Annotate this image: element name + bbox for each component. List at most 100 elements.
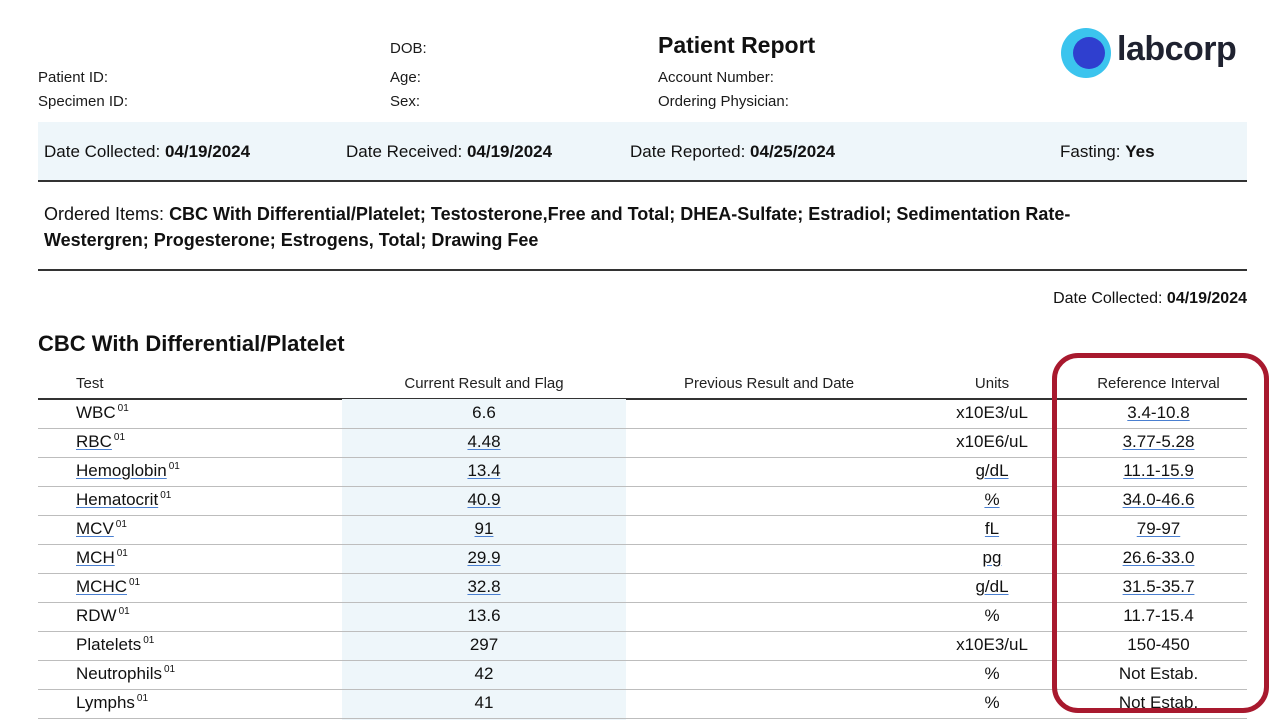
table-row: Hematocrit 01 40.9% 34.0-46.6 (38, 486, 1247, 516)
result-value[interactable]: 4.48 (467, 432, 501, 451)
footnote-marker: 01 (143, 635, 155, 647)
result-cell: 41 (342, 693, 626, 713)
units-value[interactable]: g/dL (975, 461, 1009, 480)
units-value[interactable]: g/dL (975, 577, 1009, 596)
test-name-cell[interactable]: Hematocrit 01 (76, 490, 171, 510)
result-value: 41 (474, 693, 494, 712)
test-name[interactable]: MCV (76, 519, 114, 538)
test-name-cell: Lymphs 01 (76, 693, 148, 713)
account-number-label: Account Number: (658, 69, 774, 86)
reference-interval-cell: 150-450 (1070, 635, 1247, 655)
header-divider (38, 398, 1247, 400)
labcorp-logo-text: labcorp (1117, 30, 1237, 68)
column-header-test: Test (76, 375, 104, 392)
test-name: Lymphs (76, 693, 135, 712)
date-collected: Date Collected: 04/19/2024 (44, 142, 250, 162)
ordered-items: Ordered Items: CBC With Differential/Pla… (44, 201, 1164, 253)
test-name: RDW (76, 606, 117, 625)
result-cell: 4.48 (342, 432, 626, 452)
units-value[interactable]: pg (982, 548, 1002, 567)
result-value[interactable]: 13.4 (467, 461, 501, 480)
reference-interval-cell: 11.7-15.4 (1070, 606, 1247, 626)
test-name-cell[interactable]: MCV 01 (76, 519, 127, 539)
footnote-marker: 01 (116, 548, 128, 560)
units-cell: pg (942, 548, 1042, 568)
footnote-marker: 01 (115, 519, 127, 531)
units-cell: x10E6/uL (942, 432, 1042, 452)
reference-interval-cell: 11.1-15.9 (1070, 461, 1247, 481)
result-value: 42 (474, 664, 494, 683)
units-value: x10E3/uL (956, 635, 1028, 654)
reference-interval-value[interactable]: 34.0-46.6 (1122, 490, 1195, 509)
column-header-current-result: Current Result and Flag (404, 375, 564, 392)
footnote-marker: 01 (113, 432, 126, 444)
test-name-cell: Platelets 01 (76, 635, 154, 655)
reference-interval-cell: 79-97 (1070, 519, 1247, 539)
test-name[interactable]: RBC (76, 432, 112, 451)
reference-interval-value[interactable]: 11.1-15.9 (1123, 461, 1194, 480)
date-received: Date Received: 04/19/2024 (346, 142, 552, 162)
result-cell: 13.4 (342, 461, 626, 481)
date-reported: Date Reported: 04/25/2024 (630, 142, 835, 162)
date-collected-secondary: Date Collected: 04/19/2024 (1053, 290, 1247, 308)
test-name[interactable]: MCHC (76, 577, 127, 596)
result-cell: 32.8 (342, 577, 626, 597)
reference-interval-value[interactable]: 3.77-5.28 (1122, 432, 1195, 451)
ordered-items-label: Ordered Items: (44, 204, 165, 224)
date-collected-label: Date Collected: (44, 142, 161, 161)
ordered-items-value: CBC With Differential/Platelet; Testoste… (44, 204, 1071, 250)
units-value: x10E6/uL (956, 432, 1028, 451)
test-name-cell: Neutrophils 01 (76, 664, 175, 684)
test-name-cell[interactable]: MCHC 01 (76, 577, 140, 597)
result-value[interactable]: 32.8 (467, 577, 501, 596)
result-value[interactable]: 29.9 (467, 548, 501, 567)
test-name[interactable]: Hemoglobin (76, 461, 167, 480)
result-value: 297 (469, 635, 499, 654)
reference-interval-value[interactable]: 79-97 (1136, 519, 1181, 538)
table-row: MCH 01 29.9 pg 26.6-33.0 (38, 544, 1247, 574)
result-value[interactable]: 40.9 (467, 490, 501, 509)
fasting-label: Fasting: (1060, 142, 1121, 161)
test-name-cell: WBC 01 (76, 403, 129, 423)
patient-id-label: Patient ID: (38, 69, 109, 86)
date-received-value: 04/19/2024 (466, 142, 553, 161)
date-received-label: Date Received: (346, 142, 463, 161)
labcorp-logo-icon (1061, 28, 1111, 78)
result-cell: 297 (342, 635, 626, 655)
fasting-value: Yes (1125, 142, 1155, 161)
table-row: Hemoglobin 01 13.4 g/dL 11.1-15.9 (38, 457, 1247, 487)
result-value: 6.6 (472, 403, 496, 422)
date-reported-value: 04/25/2024 (750, 142, 836, 161)
reference-interval-value: Not Estab. (1118, 664, 1199, 683)
divider (38, 269, 1247, 271)
test-name[interactable]: Hematocrit (76, 490, 159, 509)
table-row: MCV 01 91 fL 79-97 (38, 515, 1247, 545)
units-value[interactable]: % (984, 490, 1000, 509)
column-header-units: Units (974, 375, 1010, 392)
test-name: WBC (76, 403, 116, 422)
reference-interval-value: 150-450 (1127, 635, 1190, 654)
test-name-cell[interactable]: RBC 01 (76, 432, 125, 452)
reference-interval-cell: Not Estab. (1070, 664, 1247, 684)
specimen-id-label: Specimen ID: (38, 93, 129, 110)
units-value[interactable]: fL (984, 519, 1000, 538)
footnote-marker: 01 (136, 693, 149, 705)
table-row: Neutrophils 01 42% Not Estab. (38, 660, 1247, 690)
test-name[interactable]: MCH (76, 548, 115, 567)
fasting: Fasting: Yes (1060, 142, 1155, 162)
units-cell: g/dL (942, 577, 1042, 597)
units-cell: % (942, 664, 1042, 684)
column-header-reference-interval: Reference Interval (1097, 375, 1220, 392)
reference-interval-value[interactable]: 26.6-33.0 (1122, 548, 1195, 567)
units-cell: % (942, 606, 1042, 626)
reference-interval-value[interactable]: 3.4-10.8 (1127, 403, 1190, 422)
footnote-marker: 01 (160, 490, 172, 502)
test-name-cell[interactable]: Hemoglobin 01 (76, 461, 180, 481)
footnote-marker: 01 (117, 403, 129, 415)
reference-interval-value[interactable]: 31.5-35.7 (1122, 577, 1195, 596)
reference-interval-cell: 26.6-33.0 (1070, 548, 1247, 568)
result-value[interactable]: 91 (474, 519, 494, 538)
units-cell: % (942, 490, 1042, 510)
test-name-cell[interactable]: MCH 01 (76, 548, 128, 568)
units-cell: x10E3/uL (942, 403, 1042, 423)
